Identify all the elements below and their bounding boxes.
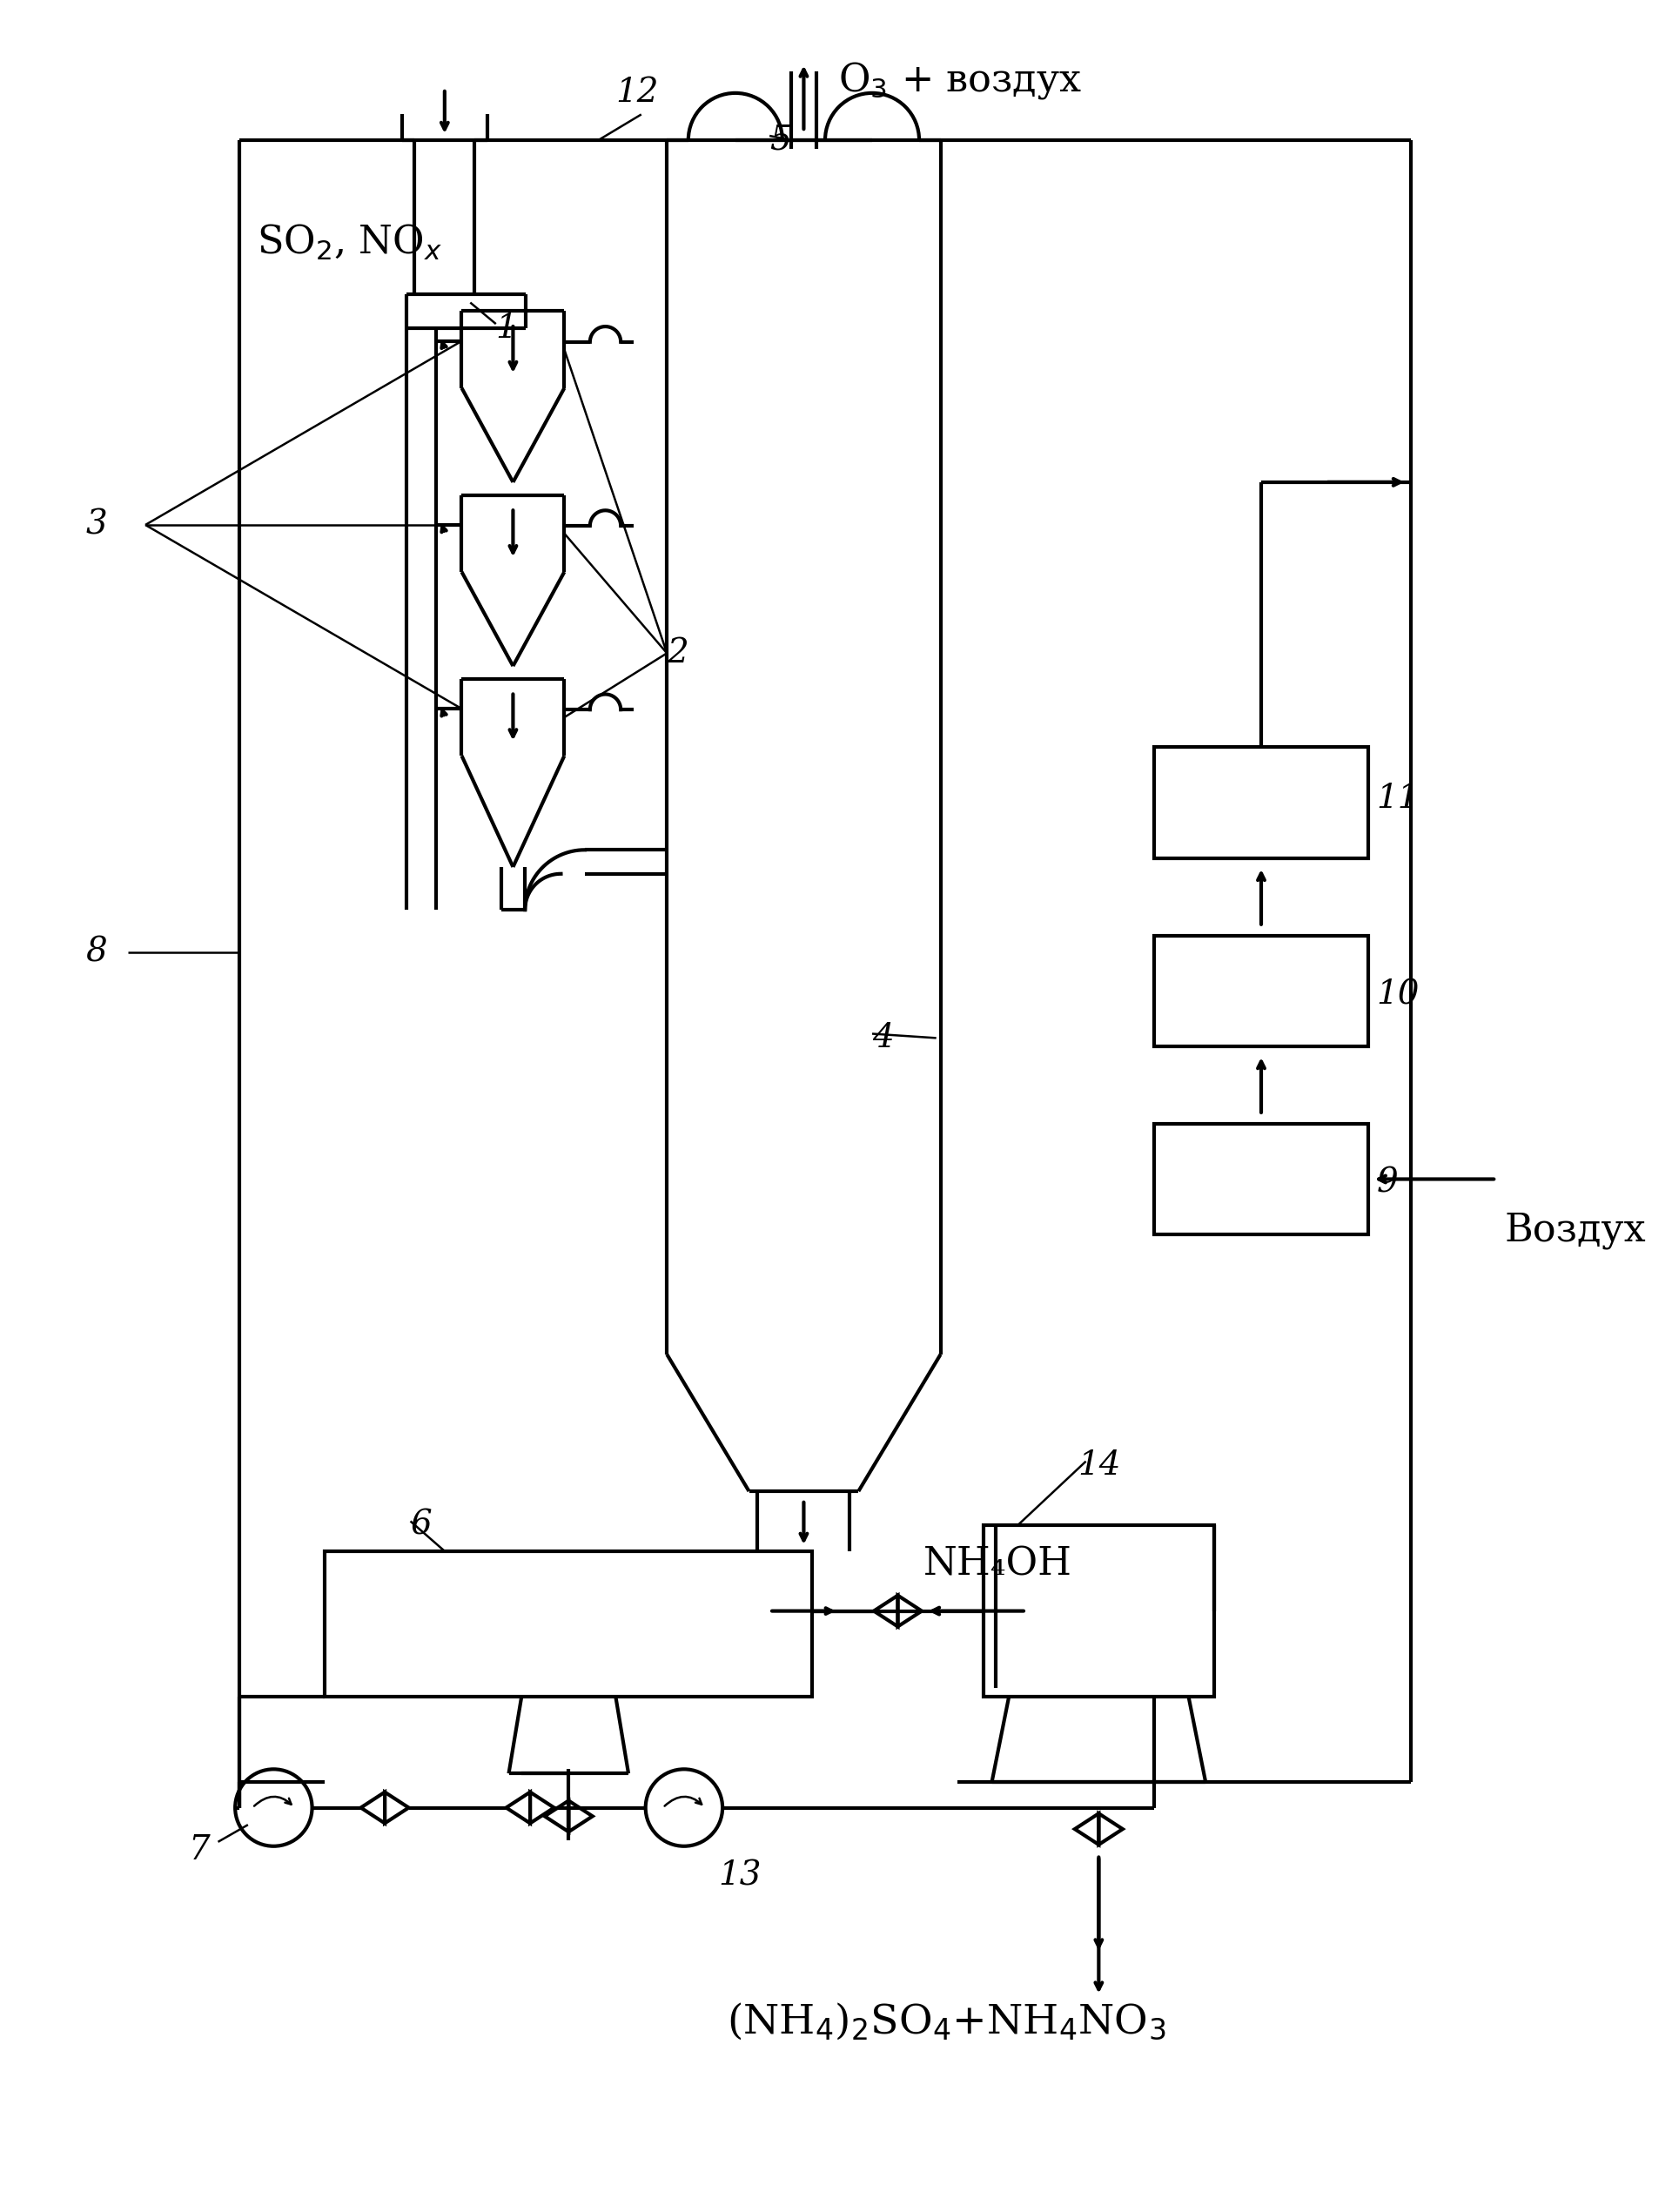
Text: Воздух: Воздух	[1505, 1212, 1647, 1250]
Text: SO$_2$, NO$_x$: SO$_2$, NO$_x$	[256, 223, 441, 263]
Bar	[983, 1526, 1214, 1697]
Text: 6: 6	[410, 1509, 431, 1542]
Text: 8: 8	[85, 936, 107, 969]
Text: 4: 4	[873, 1022, 895, 1055]
Text: 12: 12	[615, 77, 659, 108]
Text: NH₄OH: NH₄OH	[923, 1546, 1072, 1584]
Text: 13: 13	[719, 1860, 761, 1891]
Bar	[1154, 1124, 1368, 1234]
Bar	[1154, 936, 1368, 1046]
Text: 2: 2	[667, 637, 689, 670]
Bar	[324, 1551, 813, 1697]
Text: (NH$_4$)$_2$SO$_4$+NH$_4$NO$_3$: (NH$_4$)$_2$SO$_4$+NH$_4$NO$_3$	[727, 2002, 1165, 2042]
Text: 7: 7	[189, 1834, 209, 1867]
Text: 14: 14	[1077, 1449, 1120, 1482]
Text: 11: 11	[1376, 783, 1420, 814]
Text: 1: 1	[497, 312, 517, 345]
Text: 5: 5	[769, 124, 791, 157]
Text: 10: 10	[1376, 980, 1420, 1011]
Text: 3: 3	[85, 509, 107, 542]
Text: 9: 9	[1376, 1168, 1398, 1199]
Bar	[1154, 748, 1368, 858]
Text: О$_3$ + воздух: О$_3$ + воздух	[838, 60, 1082, 102]
